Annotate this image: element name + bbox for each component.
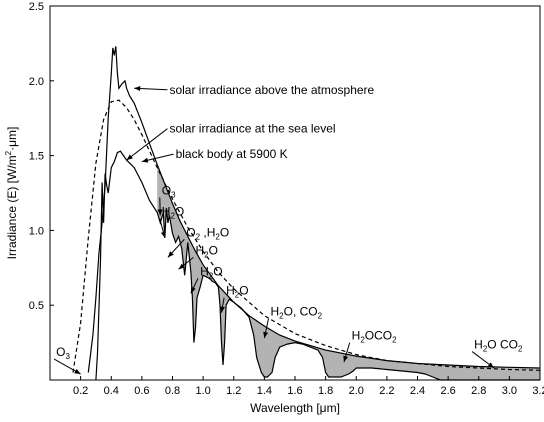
absorption-label-o3-mid: O3 bbox=[162, 183, 176, 199]
series-layer bbox=[72, 46, 541, 381]
y-tick-label: 2.5 bbox=[29, 1, 44, 13]
ticks-layer: 0.2 0.4 0.6 0.8 1.0 1.2 1.4 1.6 1.8 2.0 2.2 2.4 2.6 2… bbox=[29, 1, 544, 397]
absorption-label-h2o-1: H2O bbox=[162, 204, 184, 220]
annotation-arrow-head bbox=[178, 263, 185, 270]
x-tick-label: 1.0 bbox=[195, 385, 210, 397]
annotation-arrow-head bbox=[126, 154, 133, 161]
x-tick-label: 3.2 bbox=[532, 385, 544, 397]
absorption-label-h2o-co2-3: H2O CO2 bbox=[474, 338, 523, 354]
x-tick-label: 2.2 bbox=[379, 385, 394, 397]
y-tick-label: 1.0 bbox=[29, 225, 44, 237]
annotation-above: solar irradiance above the atmosphere bbox=[169, 83, 374, 97]
x-tick-label: 1.2 bbox=[226, 385, 241, 397]
absorption-label-o3-left: O3 bbox=[56, 345, 70, 361]
annotation-bb: black body at 5900 K bbox=[176, 147, 288, 161]
annotation-arrow-head bbox=[220, 306, 225, 313]
annotation-arrow-head bbox=[190, 286, 196, 294]
x-tick-label: 0.4 bbox=[104, 385, 119, 397]
absorption-shading bbox=[157, 164, 540, 380]
plot-frame bbox=[49, 5, 541, 381]
x-tick-label: 3.0 bbox=[502, 385, 517, 397]
annotations-layer: solar irradiance above the atmosphere sol… bbox=[53, 83, 523, 375]
annotation-arrow-head bbox=[141, 157, 149, 163]
annotation-arrow-head bbox=[487, 362, 495, 369]
annotation-arrow-head bbox=[263, 331, 269, 339]
y-axis-title: Irradiance (E) [W/m2·μm] bbox=[4, 127, 19, 260]
annotation-arrow-head bbox=[157, 209, 163, 216]
absorption-label-h2o-4: H2O bbox=[226, 284, 248, 300]
absorption-shading-layer bbox=[157, 164, 540, 380]
x-tick-label: 1.4 bbox=[257, 385, 272, 397]
x-tick-label: 1.6 bbox=[287, 385, 302, 397]
x-tick-label: 2.8 bbox=[471, 385, 486, 397]
absorption-label-h2o-co2-2: H2OCO2 bbox=[352, 329, 397, 345]
x-tick-label: 0.2 bbox=[73, 385, 88, 397]
series-line-black-body bbox=[72, 99, 541, 373]
x-tick-label: 2.4 bbox=[410, 385, 425, 397]
y-axis-title-suffix: ·μm] bbox=[5, 127, 19, 151]
axes-layer bbox=[49, 5, 541, 381]
x-axis-title: Wavelength [μm] bbox=[250, 401, 340, 415]
annotation-arrow-head bbox=[134, 86, 141, 92]
series-line-above-atmosphere bbox=[87, 46, 541, 373]
y-axis-title-sup: 2 bbox=[4, 150, 13, 155]
absorption-label-h2o-co2-1: H2O, CO2 bbox=[271, 305, 323, 321]
x-tick-label: 0.8 bbox=[165, 385, 180, 397]
annotation-arrow-head bbox=[343, 355, 349, 363]
series-line-sea-level bbox=[95, 150, 540, 381]
annotation-arrow-head bbox=[167, 251, 174, 258]
x-tick-label: 2.0 bbox=[349, 385, 364, 397]
absorption-label-h2o-2: H2O bbox=[195, 243, 217, 259]
annotation-sea: solar irradiance at the sea level bbox=[169, 122, 335, 136]
x-tick-label: 2.6 bbox=[440, 385, 455, 397]
x-tick-label: 0.6 bbox=[134, 385, 149, 397]
y-tick-label: 2.0 bbox=[29, 76, 44, 88]
absorption-label-h2o-3: H2O bbox=[200, 264, 222, 280]
y-axis-title-prefix: Irradiance (E) [W/m bbox=[5, 155, 19, 259]
y-tick-label: 0.5 bbox=[29, 300, 44, 312]
annotation-arrow-head bbox=[160, 231, 166, 238]
absorption-label-o2-h2o: O2 ,H2O bbox=[186, 225, 229, 241]
x-tick-label: 1.8 bbox=[318, 385, 333, 397]
annotation-arrow-line bbox=[126, 128, 168, 161]
annotation-arrow-head bbox=[74, 368, 81, 375]
y-tick-label: 1.5 bbox=[29, 151, 44, 163]
